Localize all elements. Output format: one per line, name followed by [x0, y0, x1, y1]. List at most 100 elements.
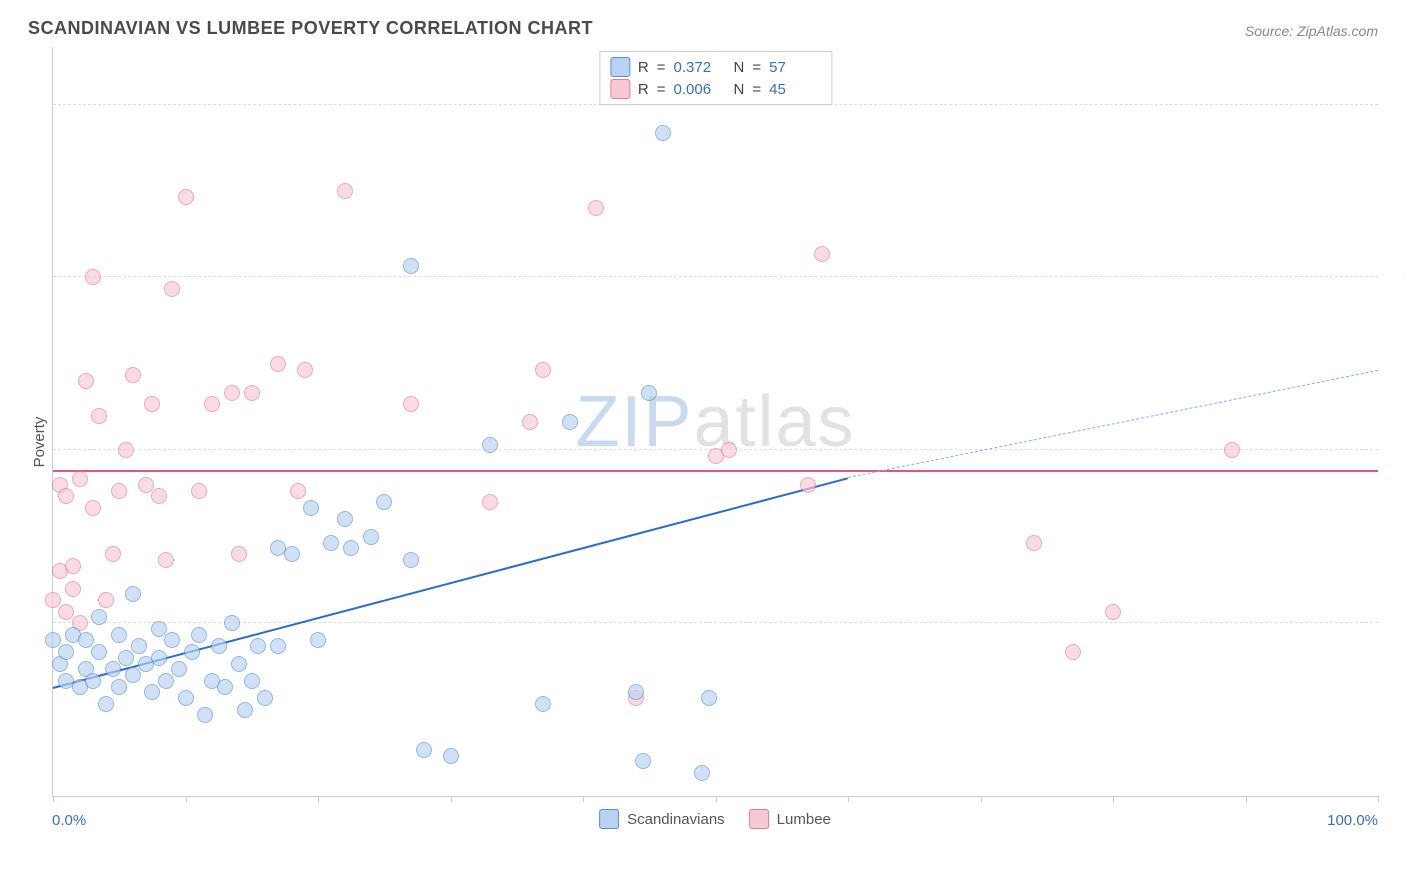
data-point — [178, 690, 194, 706]
r-value-1: 0.006 — [674, 81, 726, 98]
data-point — [191, 627, 207, 643]
plot-area: ZIPatlas R = 0.372 N = 57 R = 0.006 N = … — [52, 47, 1378, 797]
x-tick — [318, 796, 319, 802]
data-point — [191, 483, 207, 499]
data-point — [244, 385, 260, 401]
data-point — [482, 494, 498, 510]
data-point — [224, 385, 240, 401]
x-tick — [451, 796, 452, 802]
data-point — [217, 679, 233, 695]
data-point — [45, 632, 61, 648]
data-point — [105, 546, 121, 562]
data-point — [343, 540, 359, 556]
n-value-0: 57 — [769, 59, 821, 76]
data-point — [118, 442, 134, 458]
data-point — [111, 483, 127, 499]
data-point — [376, 494, 392, 510]
swatch-series-0 — [599, 809, 619, 829]
data-point — [588, 200, 604, 216]
data-point — [158, 673, 174, 689]
trend-line — [53, 470, 1378, 472]
data-point — [91, 644, 107, 660]
swatch-series-1 — [749, 809, 769, 829]
n-label: N — [734, 81, 745, 98]
data-point — [535, 362, 551, 378]
data-point — [164, 281, 180, 297]
data-point — [58, 644, 74, 660]
data-point — [297, 362, 313, 378]
x-tick — [1246, 796, 1247, 802]
data-point — [443, 748, 459, 764]
data-point — [562, 414, 578, 430]
legend-stats-row: R = 0.006 N = 45 — [610, 78, 821, 100]
data-point — [628, 684, 644, 700]
data-point — [403, 552, 419, 568]
n-value-1: 45 — [769, 81, 821, 98]
data-point — [164, 632, 180, 648]
legend-stats-row: R = 0.372 N = 57 — [610, 56, 821, 78]
x-tick — [1113, 796, 1114, 802]
data-point — [310, 632, 326, 648]
legend-item: Lumbee — [749, 809, 831, 829]
data-point — [151, 650, 167, 666]
data-point — [78, 632, 94, 648]
y-tick-label: 45.0% — [1388, 269, 1406, 286]
legend-item: Scandinavians — [599, 809, 725, 829]
data-point — [85, 673, 101, 689]
data-point — [231, 656, 247, 672]
data-point — [204, 396, 220, 412]
data-point — [482, 437, 498, 453]
data-point — [151, 488, 167, 504]
data-point — [125, 367, 141, 383]
data-point — [91, 609, 107, 625]
data-point — [118, 650, 134, 666]
data-point — [231, 546, 247, 562]
legend-series: Scandinavians Lumbee — [599, 809, 831, 829]
r-value-0: 0.372 — [674, 59, 726, 76]
data-point — [270, 356, 286, 372]
data-point — [45, 592, 61, 608]
data-point — [522, 414, 538, 430]
legend-stats: R = 0.372 N = 57 R = 0.006 N = 45 — [599, 51, 832, 105]
eq-sign: = — [657, 81, 666, 98]
data-point — [257, 690, 273, 706]
data-point — [800, 477, 816, 493]
data-point — [535, 696, 551, 712]
x-axis-max-label: 100.0% — [1327, 812, 1378, 829]
legend-label-1: Lumbee — [777, 811, 831, 828]
data-point — [270, 638, 286, 654]
data-point — [144, 684, 160, 700]
data-point — [184, 644, 200, 660]
data-point — [125, 586, 141, 602]
x-tick — [53, 796, 54, 802]
data-point — [125, 667, 141, 683]
data-point — [98, 696, 114, 712]
y-tick-label: 30.0% — [1388, 442, 1406, 459]
swatch-series-1 — [610, 79, 630, 99]
plot-wrapper: Poverty ZIPatlas R = 0.372 N = 57 R = 0.… — [52, 47, 1378, 837]
data-point — [1026, 535, 1042, 551]
data-point — [655, 125, 671, 141]
legend-label-0: Scandinavians — [627, 811, 725, 828]
data-point — [416, 742, 432, 758]
data-point — [58, 604, 74, 620]
swatch-series-0 — [610, 57, 630, 77]
data-point — [635, 753, 651, 769]
data-point — [284, 546, 300, 562]
data-point — [303, 500, 319, 516]
x-tick — [848, 796, 849, 802]
data-point — [224, 615, 240, 631]
r-label: R — [638, 81, 649, 98]
data-point — [290, 483, 306, 499]
trend-line — [848, 370, 1378, 478]
x-tick — [583, 796, 584, 802]
data-point — [721, 442, 737, 458]
data-point — [641, 385, 657, 401]
y-axis-label: Poverty — [31, 417, 48, 468]
data-point — [111, 679, 127, 695]
data-point — [58, 488, 74, 504]
data-point — [171, 661, 187, 677]
y-tick-label: 60.0% — [1388, 96, 1406, 113]
eq-sign: = — [752, 59, 761, 76]
data-point — [78, 373, 94, 389]
